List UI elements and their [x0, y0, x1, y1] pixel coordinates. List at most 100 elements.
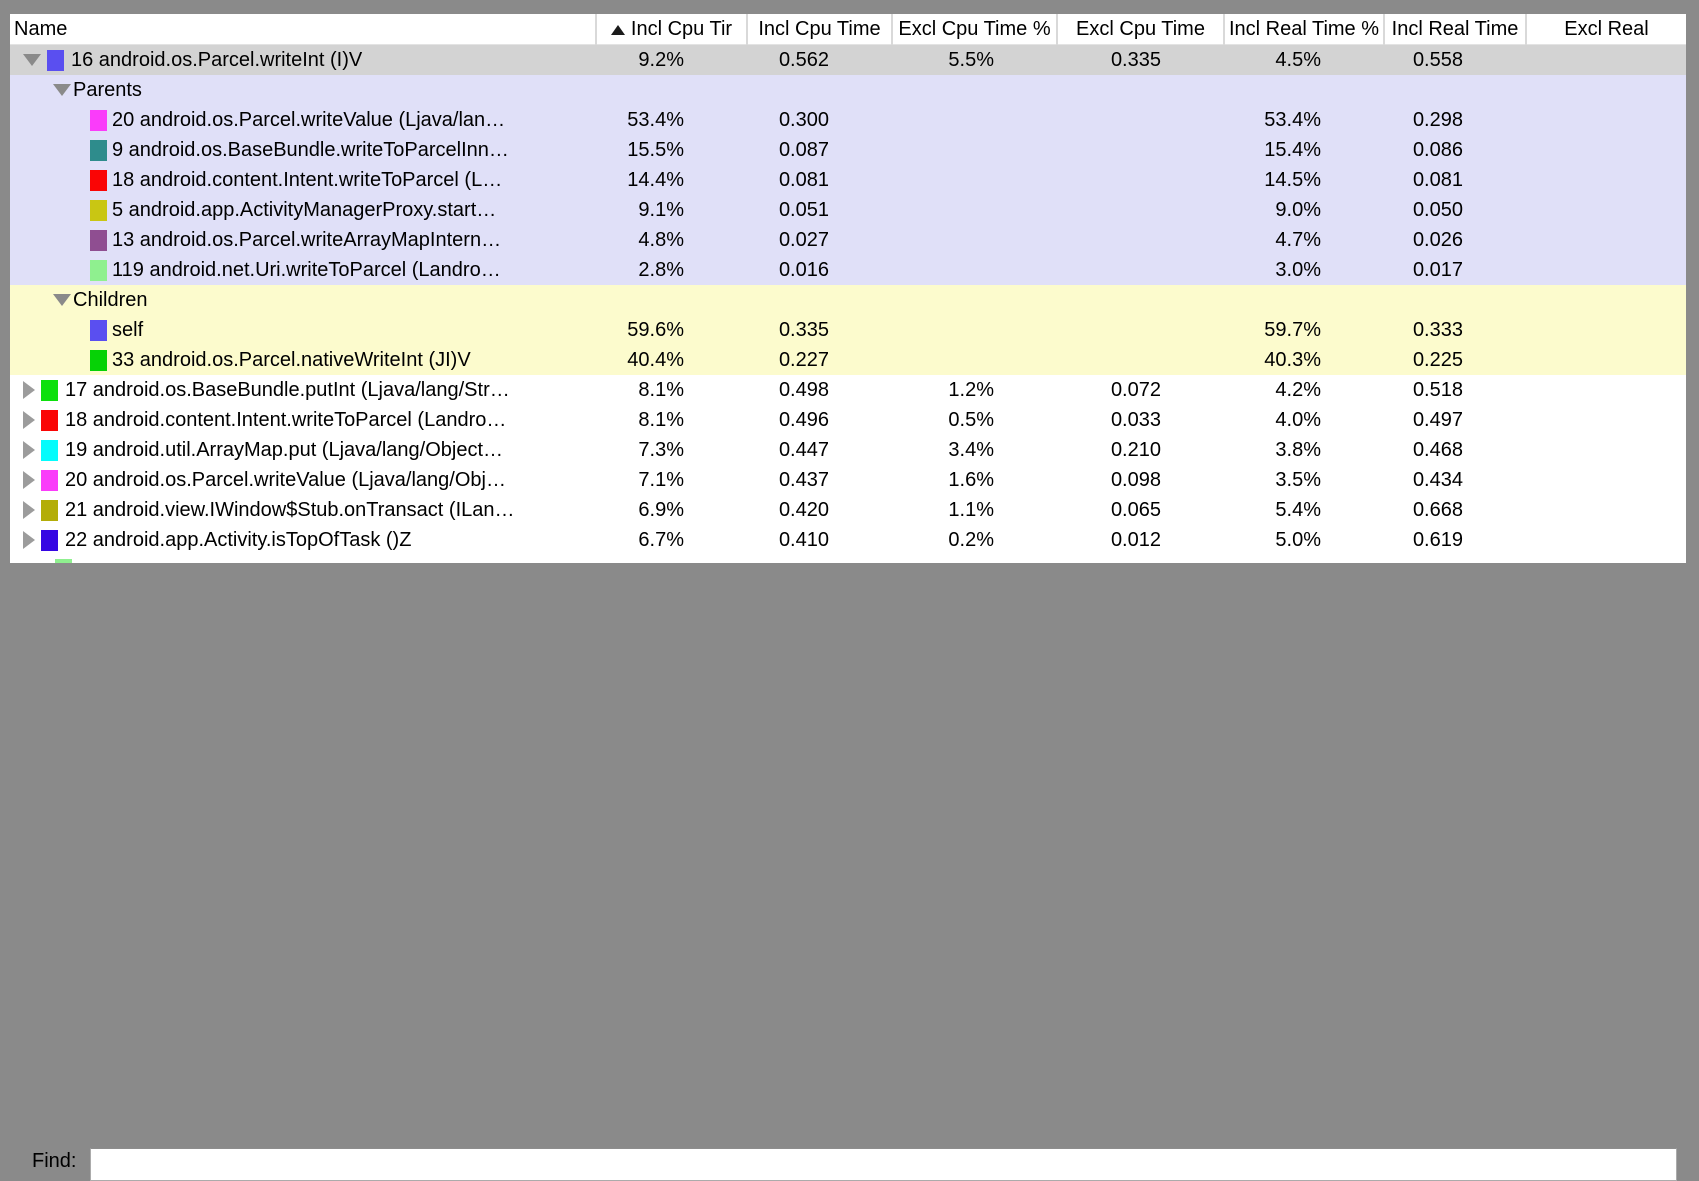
- expand-triangle-icon[interactable]: [23, 381, 35, 399]
- value-cell: 0.335: [1058, 45, 1225, 75]
- column-header[interactable]: Incl Real Time %: [1225, 14, 1385, 45]
- collapse-triangle-icon[interactable]: [53, 294, 71, 306]
- value-cell: [893, 345, 1058, 375]
- color-chip: [90, 169, 107, 191]
- column-header[interactable]: Incl Cpu Tir: [597, 14, 748, 45]
- value-text: 0.016: [778, 258, 829, 281]
- table-row[interactable]: 119 android.net.Uri.writeToParcel (Landr…: [10, 255, 1686, 285]
- value-cell: 15.5%: [597, 135, 748, 165]
- expand-triangle-icon[interactable]: [23, 471, 35, 489]
- value-text: 0.210: [1110, 438, 1161, 461]
- expand-triangle-icon[interactable]: [23, 501, 35, 519]
- value-text: 4.7%: [1275, 228, 1321, 251]
- value-cell: 0.498: [748, 375, 893, 405]
- value-cell: 53.4%: [1225, 105, 1385, 135]
- value-cell: 0.017: [1385, 255, 1527, 285]
- table-row[interactable]: 9 android.os.BaseBundle.writeToParcelInn…: [10, 135, 1686, 165]
- value-cell: 5.0%: [1225, 525, 1385, 555]
- value-text: 5.4%: [1275, 498, 1321, 521]
- expand-triangle-icon[interactable]: [23, 441, 35, 459]
- header-row: Name Incl Cpu Tir Incl Cpu Time Excl Cpu Ti…: [10, 14, 1686, 45]
- value-text: 0.434: [1412, 468, 1463, 491]
- expand-triangle-icon[interactable]: [23, 531, 35, 549]
- value-cell: 6.9%: [597, 495, 748, 525]
- column-header[interactable]: Excl Cpu Time: [1058, 14, 1225, 45]
- column-header[interactable]: Incl Cpu Time: [748, 14, 893, 45]
- table-row[interactable]: 20 android.os.Parcel.writeValue (Ljava/l…: [10, 105, 1686, 135]
- value-cell: [893, 225, 1058, 255]
- value-cell: 0.027: [748, 225, 893, 255]
- section-row[interactable]: Parents: [10, 75, 1686, 105]
- value-cell: 0.447: [748, 435, 893, 465]
- table-row[interactable]: 21 android.view.IWindow$Stub.onTransact …: [10, 495, 1686, 525]
- value-text: 0.012: [1110, 528, 1161, 551]
- value-text: 0.468: [1412, 438, 1463, 461]
- value-cell: 14.4%: [597, 165, 748, 195]
- value-text: 0.087: [778, 138, 829, 161]
- name-cell: Children: [10, 285, 597, 315]
- value-cell: [1527, 255, 1686, 285]
- column-header[interactable]: Name: [10, 14, 597, 45]
- name-cell: 9 android.os.BaseBundle.writeToParcelInn…: [10, 135, 597, 165]
- value-cell: 0.562: [748, 45, 893, 75]
- collapse-triangle-icon[interactable]: [53, 84, 71, 96]
- column-header-label: Excl Cpu Time: [1076, 18, 1205, 40]
- value-text: 0.619: [1412, 528, 1463, 551]
- value-cell: 40.4%: [597, 345, 748, 375]
- value-cell: 53.4%: [597, 105, 748, 135]
- color-chip: [55, 559, 72, 563]
- color-chip: [41, 439, 58, 461]
- value-cell: [1527, 405, 1686, 435]
- value-text: 7.3%: [638, 438, 684, 461]
- value-cell: [1385, 285, 1527, 315]
- value-cell: 9.0%: [1225, 195, 1385, 225]
- table-row[interactable]: 16 android.os.Parcel.writeInt (I)V 9.2% 0.…: [10, 45, 1686, 75]
- value-text: 4.2%: [1275, 378, 1321, 401]
- value-cell: 0.558: [1385, 45, 1527, 75]
- value-text: 53.4%: [627, 108, 684, 131]
- method-name: 17 android.os.BaseBundle.putInt (Ljava/l…: [65, 378, 510, 401]
- table-row[interactable]: 5 android.app.ActivityManagerProxy.start…: [10, 195, 1686, 225]
- value-text: 0.298: [1412, 108, 1463, 131]
- table-row[interactable]: 17 android.os.BaseBundle.putInt (Ljava/l…: [10, 375, 1686, 405]
- find-input[interactable]: [90, 1148, 1677, 1181]
- value-text: 0.668: [1412, 498, 1463, 521]
- name-cell: Parents: [10, 75, 597, 105]
- value-cell: [1527, 375, 1686, 405]
- name-cell: 22 android.app.Activity.isTopOfTask ()Z: [10, 525, 597, 555]
- value-text: 0.496: [778, 408, 829, 431]
- name-cell: 13 android.os.Parcel.writeArrayMapIntern…: [10, 225, 597, 255]
- table-row[interactable]: 13 android.os.Parcel.writeArrayMapIntern…: [10, 225, 1686, 255]
- column-header[interactable]: Incl Real Time: [1385, 14, 1527, 45]
- column-header[interactable]: Excl Cpu Time %: [893, 14, 1058, 45]
- value-cell: 4.8%: [597, 225, 748, 255]
- table-row[interactable]: 18 android.content.Intent.writeToParcel …: [10, 165, 1686, 195]
- value-text: 0.335: [1110, 48, 1161, 71]
- table-row[interactable]: 20 android.os.Parcel.writeValue (Ljava/l…: [10, 465, 1686, 495]
- table-row[interactable]: self 59.6% 0.335 59.7% 0.333: [10, 315, 1686, 345]
- find-bar: Find:: [0, 563, 1699, 1181]
- expand-triangle-icon[interactable]: [23, 411, 35, 429]
- value-cell: 59.6%: [597, 315, 748, 345]
- value-text: 0.498: [778, 378, 829, 401]
- value-text: 59.6%: [627, 318, 684, 341]
- column-header[interactable]: Excl Real: [1527, 14, 1686, 45]
- table-row[interactable]: 22 android.app.Activity.isTopOfTask ()Z 6…: [10, 525, 1686, 555]
- value-cell: 0.065: [1058, 495, 1225, 525]
- table-row[interactable]: 33 android.os.Parcel.nativeWriteInt (JI)…: [10, 345, 1686, 375]
- value-text: 5.5%: [948, 48, 994, 71]
- method-name: 33 android.os.Parcel.nativeWriteInt (JI)…: [112, 348, 471, 371]
- value-cell: 9.1%: [597, 195, 748, 225]
- section-row[interactable]: Children: [10, 285, 1686, 315]
- value-cell: [1527, 105, 1686, 135]
- value-cell: 0.335: [748, 315, 893, 345]
- name-cell: 18 android.content.Intent.writeToParcel …: [10, 405, 597, 435]
- value-cell: [1527, 195, 1686, 225]
- collapse-triangle-icon[interactable]: [23, 54, 41, 66]
- color-chip: [41, 469, 58, 491]
- table-row[interactable]: 19 android.util.ArrayMap.put (Ljava/lang…: [10, 435, 1686, 465]
- value-cell: 0.497: [1385, 405, 1527, 435]
- value-text: 0.335: [778, 318, 829, 341]
- value-cell: 4.7%: [1225, 225, 1385, 255]
- table-row[interactable]: 18 android.content.Intent.writeToParcel …: [10, 405, 1686, 435]
